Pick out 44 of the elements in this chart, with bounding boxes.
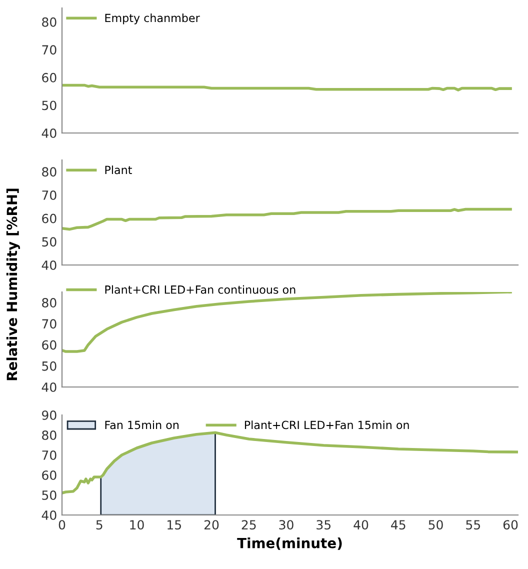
y-tick-label: 50 <box>42 361 56 371</box>
x-tick-label: 0 <box>58 520 66 530</box>
legend-label: Fan 15min on <box>105 420 178 430</box>
y-axis-title: Relative Humidity [%RH] <box>6 188 20 380</box>
x-tick-label: 60 <box>503 520 518 530</box>
y-tick-label: 90 <box>42 410 56 420</box>
x-tick-label: 45 <box>391 520 406 530</box>
y-tick-label: 50 <box>42 490 56 500</box>
x-tick-label: 30 <box>279 520 294 530</box>
x-tick-label: 55 <box>466 520 480 530</box>
legend-label: Empty chanmber <box>105 14 200 24</box>
y-tick-label: 70 <box>42 190 56 200</box>
y-tick-label: 80 <box>42 167 56 177</box>
y-tick-label: 40 <box>42 260 56 270</box>
y-tick-label: 70 <box>42 450 56 460</box>
y-tick-label: 80 <box>42 430 56 440</box>
y-tick-label: 60 <box>42 72 56 82</box>
x-tick-label: 10 <box>130 520 144 530</box>
y-tick-label: 80 <box>42 17 56 27</box>
y-tick-label: 40 <box>42 382 56 392</box>
x-tick-label: 40 <box>354 520 368 530</box>
y-tick-label: 50 <box>42 237 56 247</box>
line-series <box>62 208 512 231</box>
x-tick-label: 35 <box>316 520 330 530</box>
legend-label: Plant+CRI LED+Fan 15min on <box>244 420 409 430</box>
y-tick-label: 40 <box>42 128 56 138</box>
x-axis-title: Time(minute) <box>237 538 342 550</box>
y-tick-label: 50 <box>42 100 56 110</box>
x-tick-label: 25 <box>242 520 256 530</box>
y-tick-label: 60 <box>42 340 56 350</box>
y-tick-label: 60 <box>42 214 56 224</box>
y-tick-label: 80 <box>42 298 56 308</box>
y-tick-label: 70 <box>42 45 56 55</box>
line-series <box>62 431 518 494</box>
y-tick-label: 40 <box>42 510 56 520</box>
y-tick-label: 60 <box>42 470 56 480</box>
y-tick-label: 70 <box>42 319 56 329</box>
legend-label: Plant <box>105 166 132 174</box>
x-tick-label: 5 <box>96 520 102 530</box>
line-series <box>62 292 512 353</box>
x-tick-label: 15 <box>168 520 181 530</box>
legend-label: Plant+CRI LED+Fan continuous on <box>105 285 296 294</box>
x-tick-label: 20 <box>204 520 219 530</box>
x-tick-label: 50 <box>428 520 443 530</box>
